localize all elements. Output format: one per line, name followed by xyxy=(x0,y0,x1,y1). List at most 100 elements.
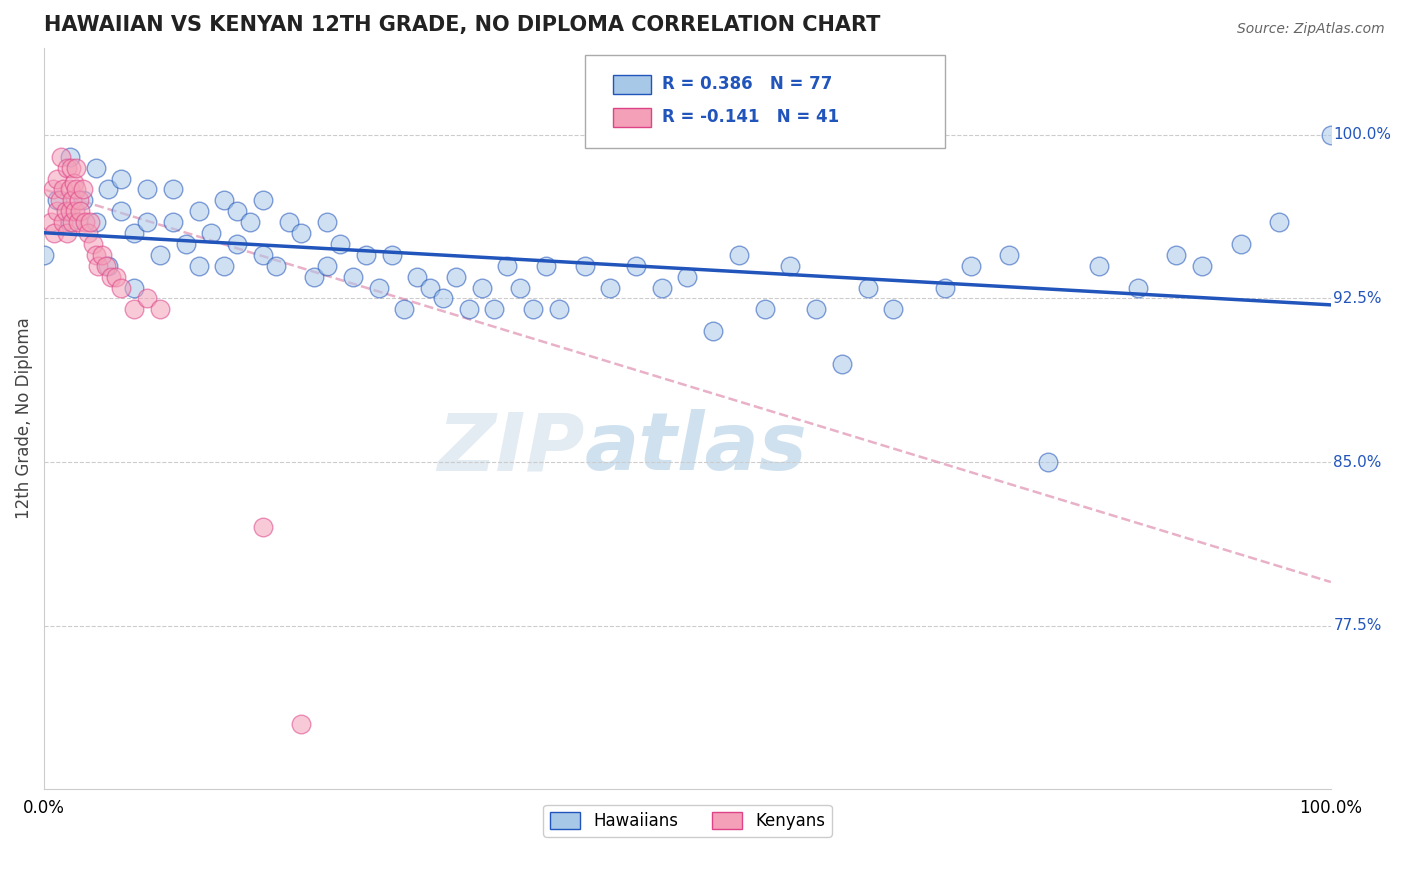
Point xyxy=(66,215,89,229)
Point xyxy=(212,194,235,208)
Point xyxy=(187,259,209,273)
Point xyxy=(457,302,479,317)
Point xyxy=(882,302,904,317)
Point xyxy=(59,150,82,164)
Point xyxy=(136,215,159,229)
Point xyxy=(110,171,132,186)
Point xyxy=(69,204,91,219)
Point xyxy=(59,204,82,219)
Point xyxy=(84,215,107,229)
Point xyxy=(354,248,377,262)
Point xyxy=(48,194,70,208)
Point xyxy=(406,269,429,284)
Point xyxy=(59,182,82,196)
Point xyxy=(94,259,117,273)
Text: Source: ZipAtlas.com: Source: ZipAtlas.com xyxy=(1237,22,1385,37)
Point xyxy=(316,259,339,273)
Point xyxy=(804,302,827,317)
Point xyxy=(1036,455,1059,469)
Point xyxy=(32,248,55,262)
Point xyxy=(547,302,569,317)
Point xyxy=(55,204,77,219)
Point xyxy=(329,236,352,251)
Point xyxy=(342,269,364,284)
Point xyxy=(212,259,235,273)
Point xyxy=(676,269,699,284)
Point xyxy=(49,150,72,164)
Y-axis label: 12th Grade, No Diploma: 12th Grade, No Diploma xyxy=(15,318,32,519)
Point xyxy=(56,161,79,175)
Point xyxy=(87,259,110,273)
Point xyxy=(67,194,90,208)
Text: 100.0%: 100.0% xyxy=(1333,128,1392,143)
Point xyxy=(1268,215,1291,229)
Point xyxy=(72,182,94,196)
Point xyxy=(84,161,107,175)
Text: R = 0.386   N = 77: R = 0.386 N = 77 xyxy=(662,75,832,93)
Point xyxy=(1320,128,1343,142)
Point xyxy=(82,236,104,251)
Point xyxy=(46,194,69,208)
Bar xyxy=(613,109,651,127)
Point xyxy=(367,280,389,294)
Point xyxy=(149,302,172,317)
Point xyxy=(471,280,494,294)
Point xyxy=(60,161,83,175)
Point xyxy=(62,176,84,190)
Point xyxy=(136,292,159,306)
Point xyxy=(959,259,981,273)
Point xyxy=(754,302,776,317)
Point xyxy=(1126,280,1149,294)
Point xyxy=(484,302,506,317)
Point xyxy=(432,292,454,306)
Point xyxy=(162,215,184,229)
Point xyxy=(59,215,82,229)
Point xyxy=(84,248,107,262)
Bar xyxy=(613,75,651,94)
Point xyxy=(79,215,101,229)
Point xyxy=(149,248,172,262)
Point xyxy=(934,280,956,294)
Text: 92.5%: 92.5% xyxy=(1333,291,1382,306)
Point xyxy=(75,215,97,229)
Point xyxy=(728,248,751,262)
Point xyxy=(252,520,274,534)
Point xyxy=(998,248,1021,262)
Point xyxy=(1229,236,1251,251)
Point xyxy=(290,716,312,731)
Point xyxy=(136,182,159,196)
Point xyxy=(534,259,557,273)
Point xyxy=(624,259,647,273)
Point xyxy=(252,248,274,262)
Point xyxy=(1166,248,1188,262)
Point xyxy=(76,226,98,240)
Point xyxy=(599,280,621,294)
Point xyxy=(63,204,86,219)
Point xyxy=(831,357,853,371)
Point xyxy=(65,161,87,175)
Text: R = -0.141   N = 41: R = -0.141 N = 41 xyxy=(662,108,839,127)
Point xyxy=(496,259,519,273)
Point xyxy=(394,302,416,317)
Point xyxy=(100,269,122,284)
Point xyxy=(187,204,209,219)
Point xyxy=(62,194,84,208)
Point xyxy=(44,226,66,240)
Point xyxy=(264,259,287,273)
Text: ZIP: ZIP xyxy=(437,409,585,487)
Point xyxy=(162,182,184,196)
Point xyxy=(304,269,326,284)
Point xyxy=(200,226,222,240)
Point xyxy=(122,280,145,294)
Point xyxy=(62,215,84,229)
Point xyxy=(46,204,69,219)
Text: 77.5%: 77.5% xyxy=(1333,618,1382,633)
Point xyxy=(856,280,879,294)
Point xyxy=(97,259,120,273)
Point xyxy=(522,302,544,317)
Point xyxy=(226,236,249,251)
Point xyxy=(97,182,120,196)
Point xyxy=(105,269,128,284)
Point xyxy=(277,215,299,229)
Point xyxy=(65,182,87,196)
